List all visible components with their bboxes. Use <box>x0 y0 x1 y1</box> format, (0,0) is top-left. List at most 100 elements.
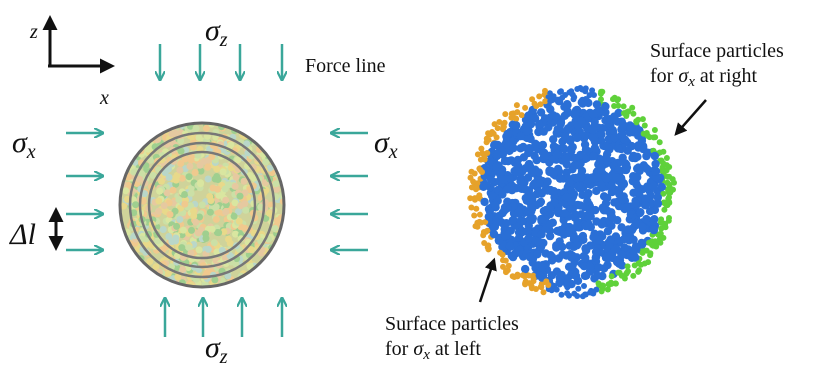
particle <box>484 136 490 142</box>
particle <box>574 86 580 92</box>
particle <box>188 227 195 234</box>
particle <box>528 169 536 177</box>
particle <box>635 269 641 275</box>
particle <box>222 185 229 192</box>
particle <box>547 167 555 175</box>
particle <box>190 213 197 220</box>
particle <box>591 144 599 152</box>
particle <box>560 145 568 153</box>
particle <box>581 272 589 280</box>
particle <box>658 231 664 237</box>
particle <box>529 285 535 291</box>
particle <box>566 178 574 186</box>
particle <box>213 166 220 173</box>
particle <box>160 226 167 233</box>
particle <box>568 262 576 270</box>
page: z x σz Force line σx σx Δl σz Surface pa… <box>0 0 815 369</box>
particle <box>530 152 538 160</box>
particle <box>597 181 605 189</box>
particle <box>589 152 597 160</box>
particle <box>132 201 139 208</box>
particle <box>546 220 554 228</box>
particle <box>525 234 533 242</box>
particle <box>215 176 222 183</box>
particle <box>559 95 565 101</box>
particle <box>472 171 478 177</box>
particle <box>528 205 536 213</box>
particle <box>274 217 281 224</box>
particle <box>178 244 185 251</box>
particle <box>553 129 561 137</box>
particle <box>605 254 613 262</box>
particle <box>266 210 273 217</box>
particle <box>482 157 488 163</box>
particle <box>563 193 571 201</box>
particle <box>620 243 628 251</box>
particle <box>155 208 162 215</box>
particle <box>205 246 212 253</box>
particle <box>640 250 646 256</box>
particle <box>604 227 612 235</box>
particle <box>615 260 623 268</box>
particle <box>478 220 484 226</box>
particle <box>272 180 279 187</box>
particle <box>664 180 670 186</box>
particle <box>647 252 653 258</box>
particle <box>480 198 488 206</box>
particle <box>207 197 214 204</box>
particle <box>583 190 591 198</box>
particle <box>484 150 490 156</box>
particle <box>510 110 516 116</box>
annotation-right-arrow <box>676 100 706 134</box>
particle <box>582 292 588 298</box>
particle <box>574 182 582 190</box>
particle <box>503 231 511 239</box>
particle <box>542 88 548 94</box>
particle <box>538 101 544 107</box>
particle <box>573 222 581 230</box>
particle <box>546 232 554 240</box>
particle <box>491 131 497 137</box>
particle <box>577 117 585 125</box>
particle <box>514 102 520 108</box>
particle <box>199 201 206 208</box>
particle <box>619 121 627 129</box>
particle <box>666 215 672 221</box>
annotation-left-arrow <box>480 260 494 302</box>
particle <box>520 272 526 278</box>
particle <box>506 242 514 250</box>
particle <box>595 236 603 244</box>
particle <box>591 92 597 98</box>
particle <box>612 95 618 101</box>
particle <box>503 130 511 138</box>
particle <box>473 186 479 192</box>
particle <box>558 251 566 259</box>
particle <box>632 180 640 188</box>
particle <box>630 273 636 279</box>
particle <box>525 144 533 152</box>
particle <box>550 187 558 195</box>
particle <box>573 241 581 249</box>
particle <box>609 126 617 134</box>
particle <box>514 208 522 216</box>
particle <box>564 277 572 285</box>
particle <box>500 252 506 258</box>
particle <box>535 120 543 128</box>
particle <box>598 220 606 228</box>
particle <box>272 225 279 232</box>
particle <box>553 207 561 215</box>
particle <box>180 227 187 234</box>
particle <box>490 141 498 149</box>
particle <box>608 182 616 190</box>
particle <box>512 121 520 129</box>
particle <box>488 192 496 200</box>
particle <box>207 209 214 216</box>
particle <box>491 223 499 231</box>
particle <box>650 226 658 234</box>
particle <box>507 175 515 183</box>
particle <box>523 279 529 285</box>
particle <box>572 272 580 280</box>
particle <box>600 192 608 200</box>
particle <box>179 266 186 273</box>
particle <box>595 263 603 271</box>
